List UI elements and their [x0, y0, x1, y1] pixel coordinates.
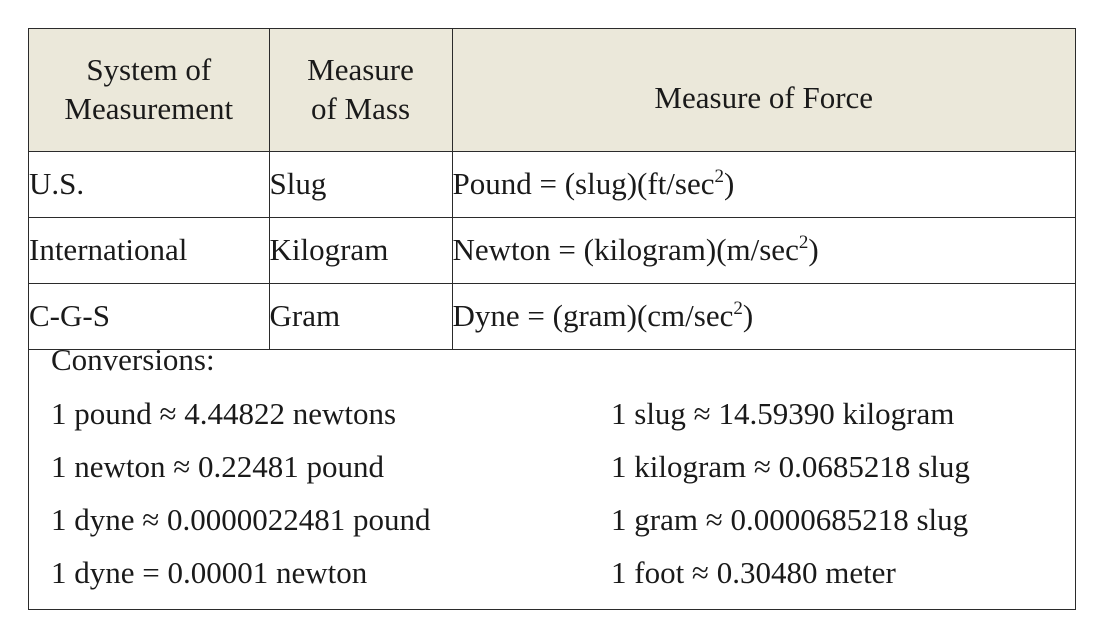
cell-force: Pound = (slug)(ft/sec2) [451, 151, 1075, 218]
conversion-item: 1 gram ≈ 0.0000685218 slug [611, 502, 969, 537]
force-formula-end: ) [808, 232, 819, 268]
conversion-item: 1 pound ≈ 4.44822 newtons [51, 396, 397, 431]
cell-force: Dyne = (gram)(cm/sec2) [451, 283, 1075, 350]
force-formula-end: ) [742, 298, 754, 334]
cell-mass: Slug [268, 151, 453, 218]
table-header-row: System of Measurement Measure of Mass Me… [29, 29, 1075, 152]
force-exponent: 2 [733, 298, 743, 320]
cell-system: U.S. [29, 151, 270, 218]
cell-mass: Kilogram [268, 217, 453, 284]
conversions-section: Conversions: 1 pound ≈ 4.44822 newtons 1… [51, 341, 1051, 590]
header-measure-of-mass: Measure of Mass [268, 29, 453, 152]
header-measure-of-force: Measure of Force [451, 29, 1075, 152]
force-formula: Dyne = (gram)(cm/sec [452, 298, 734, 334]
header-system-line-2: Measurement [64, 91, 234, 126]
header-system-line-1: System of [86, 52, 212, 88]
force-units-table-container: System of Measurement Measure of Mass Me… [28, 28, 1076, 610]
conversion-item: 1 dyne ≈ 0.0000022481 pound [51, 502, 431, 537]
cell-system: International [29, 217, 270, 284]
header-system-of-measurement: System of Measurement [29, 29, 270, 152]
conversion-item: 1 slug ≈ 14.59390 kilogram [611, 396, 955, 431]
conversion-item: 1 newton ≈ 0.22481 pound [51, 449, 385, 484]
header-mass-line-1: Measure [307, 52, 414, 88]
cell-system: C-G-S [29, 283, 270, 350]
conversion-item: 1 foot ≈ 0.30480 meter [611, 555, 896, 590]
force-formula: Newton = (kilogram)(m/sec [452, 232, 799, 268]
conversions-title: Conversions: [51, 342, 215, 377]
table-row: U.S. Slug Pound = (slug)(ft/sec2) [29, 151, 1075, 218]
force-formula: Pound = (slug)(ft/sec [452, 166, 715, 202]
conversion-item: 1 dyne = 0.00001 newton [51, 555, 368, 590]
force-exponent: 2 [714, 166, 725, 188]
force-formula-end: ) [724, 166, 735, 202]
conversion-item: 1 kilogram ≈ 0.0685218 slug [611, 449, 970, 484]
header-mass-line-2: of Mass [310, 91, 411, 126]
table-row: C-G-S Gram Dyne = (gram)(cm/sec2) [29, 283, 1075, 350]
table-row: International Kilogram Newton = (kilogra… [29, 217, 1075, 284]
force-exponent: 2 [798, 232, 809, 254]
conversions-list: 1 pound ≈ 4.44822 newtons 1 slug ≈ 14.59… [51, 397, 1051, 590]
cell-force: Newton = (kilogram)(m/sec2) [451, 217, 1075, 284]
cell-mass: Gram [268, 283, 453, 350]
force-units-table: System of Measurement Measure of Mass Me… [29, 29, 1075, 350]
